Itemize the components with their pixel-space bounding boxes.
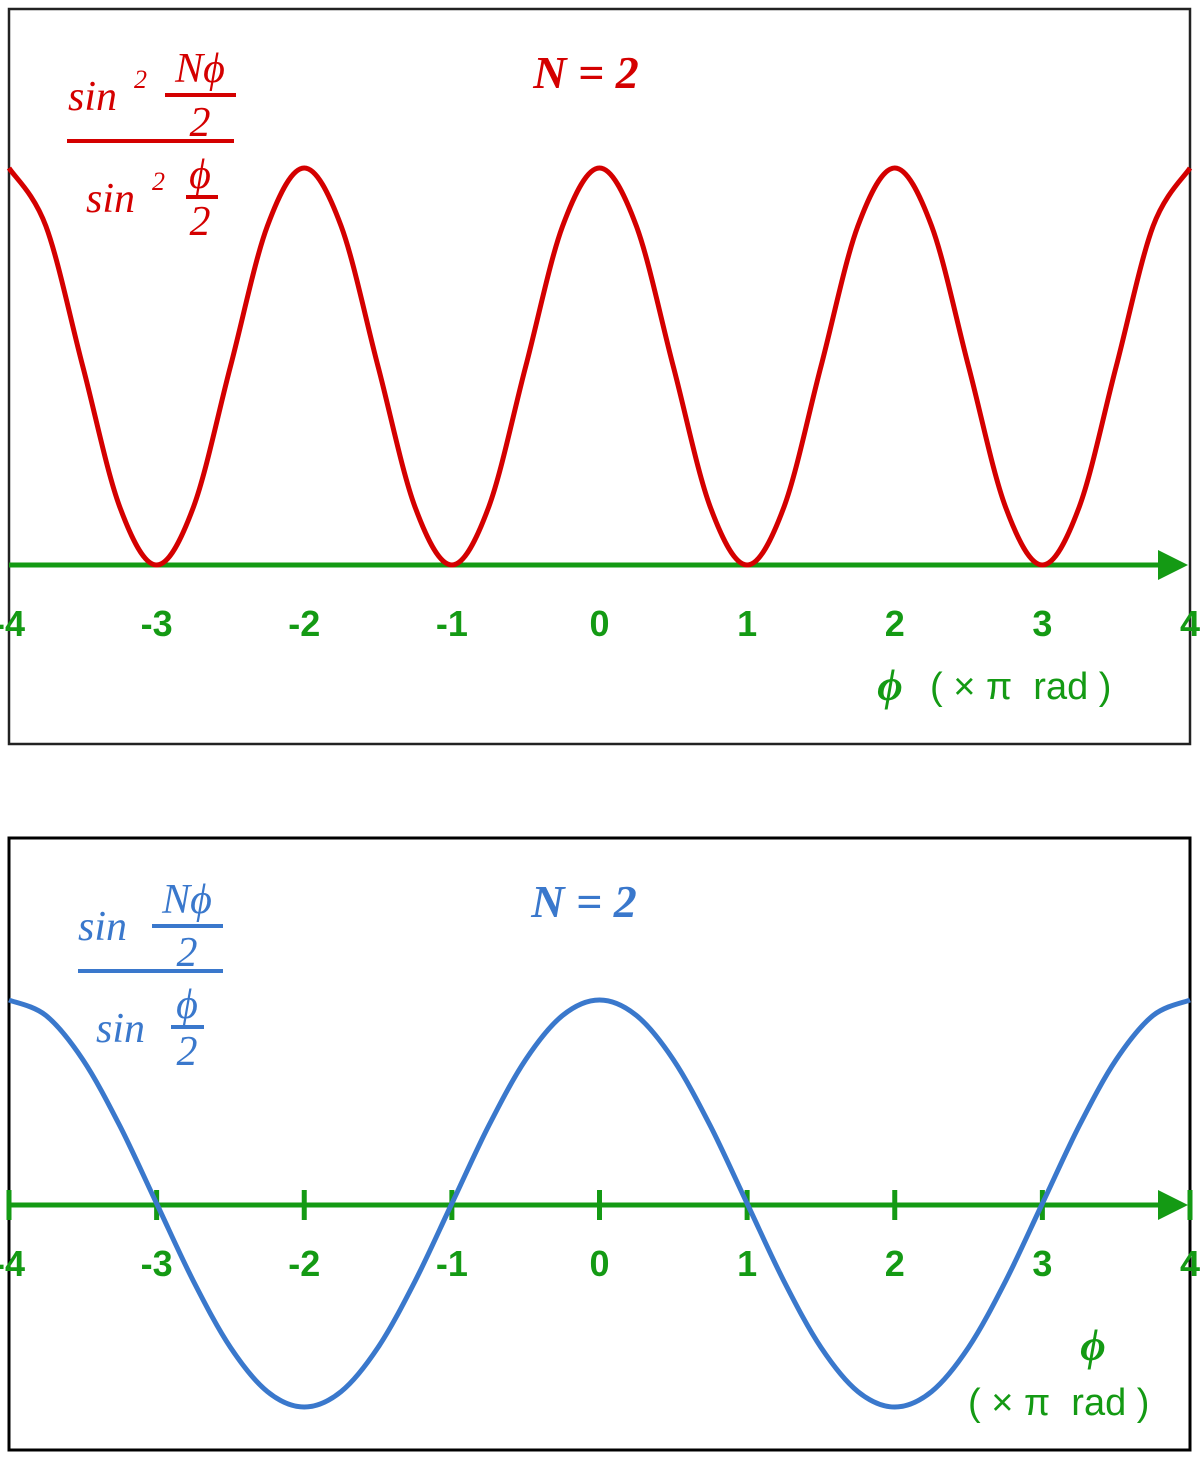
bottom-chart-frame <box>7 836 1192 1452</box>
top-chart-title: N = 2 <box>532 47 638 98</box>
formula-den-den: 2 <box>177 1029 198 1075</box>
bottom-chart-title: N = 2 <box>530 876 636 927</box>
formula-main-bar <box>78 969 223 973</box>
formula-num-bar <box>152 924 223 928</box>
top-x-tick-label: 4 <box>1180 603 1200 644</box>
top-x-tick-label: -1 <box>436 603 468 644</box>
formula-num-arg: Nϕ <box>161 877 212 923</box>
bottom-series-line <box>8 997 1191 1410</box>
formula-den-bar <box>171 1025 204 1029</box>
top-chart: N = 2 sin 2 Nϕ 2 sin 2 ϕ 2 -4 -3 -2 -1 0 1 2 3 4… <box>0 7 1200 746</box>
bottom-xlabel-unit: ( × π rad ) <box>968 1382 1149 1424</box>
formula-den-den: 2 <box>190 199 211 245</box>
bottom-formula: sin Nϕ 2 sin ϕ 2 <box>78 877 223 1075</box>
top-xlabel-unit: ( × π rad ) <box>930 666 1111 708</box>
top-x-tick-label: 1 <box>737 603 757 644</box>
formula-den-fn: sin <box>96 1006 145 1052</box>
formula-num-den: 2 <box>177 930 198 976</box>
formula-den-pow: 2 <box>152 167 165 196</box>
top-x-tick-label: -3 <box>141 603 173 644</box>
bottom-x-axis-arrow <box>1158 1190 1188 1220</box>
bottom-x-tick-label: 3 <box>1032 1243 1052 1284</box>
bottom-x-tick-label: 0 <box>589 1243 609 1284</box>
bottom-x-tick-label: 1 <box>737 1243 757 1284</box>
formula-num-pow: 2 <box>134 65 147 94</box>
top-x-tick-label: -2 <box>288 603 320 644</box>
bottom-xlabel-symbol: ϕ <box>1080 1321 1105 1370</box>
top-x-tick-label: 0 <box>589 603 609 644</box>
top-series-line <box>6 165 1193 568</box>
top-x-tick-label: 2 <box>885 603 905 644</box>
bottom-chart: N = 2 sin Nϕ 2 sin ϕ 2 -4 -3 -2 -1 0 1 2 3 4 ϕ (… <box>0 836 1200 1452</box>
bottom-x-tick-label: 4 <box>1180 1243 1200 1284</box>
formula-den-bar <box>186 195 218 199</box>
bottom-x-tick-label: -4 <box>0 1243 25 1284</box>
bottom-x-tick-label: -3 <box>141 1243 173 1284</box>
bottom-x-tick-label: 2 <box>885 1243 905 1284</box>
formula-main-bar <box>67 139 234 143</box>
formula-den-arg: ϕ <box>189 152 211 198</box>
top-x-tick-label: -4 <box>0 603 25 644</box>
formula-den-fn: sin <box>86 176 135 222</box>
formula-num-fn: sin <box>68 74 117 120</box>
formula-num-arg: Nϕ <box>174 46 225 92</box>
formula-den-arg: ϕ <box>176 982 198 1028</box>
bottom-x-tick-label: -1 <box>436 1243 468 1284</box>
top-x-tick-label: 3 <box>1032 603 1052 644</box>
formula-num-fn: sin <box>78 904 127 950</box>
formula-num-den: 2 <box>190 100 211 146</box>
bottom-x-tick-label: -2 <box>288 1243 320 1284</box>
formula-num-bar <box>165 93 236 97</box>
top-chart-frame <box>7 7 1192 746</box>
top-formula: sin 2 Nϕ 2 sin 2 ϕ 2 <box>67 46 236 245</box>
top-xlabel-symbol: ϕ <box>877 661 902 710</box>
top-x-axis-arrow <box>1158 550 1188 580</box>
